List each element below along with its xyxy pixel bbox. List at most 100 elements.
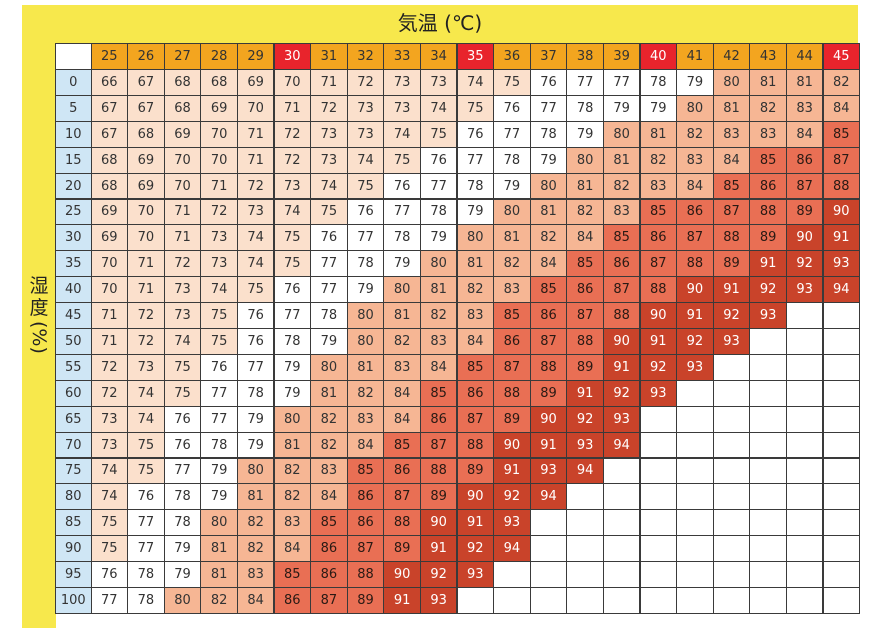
heatmap-cell: 74 [200, 276, 238, 304]
heatmap-cell: 82 [273, 483, 312, 511]
empty-cell [529, 509, 568, 537]
column-header: 38 [566, 43, 604, 70]
heatmap-cell: 77 [127, 535, 165, 563]
empty-cell [529, 587, 568, 614]
heatmap-cell: 79 [273, 379, 312, 407]
heatmap-cell: 69 [200, 94, 238, 122]
heatmap-cell: 87 [456, 405, 495, 433]
heatmap-cell: 86 [493, 328, 531, 355]
heatmap-cell: 79 [163, 561, 202, 588]
heatmap-cell: 67 [90, 94, 129, 122]
heatmap-cell: 89 [712, 250, 751, 278]
side-bar [22, 43, 56, 628]
empty-cell [602, 509, 641, 537]
empty-cell [785, 483, 824, 511]
heatmap-cell: 84 [456, 328, 495, 355]
heatmap-cell: 83 [310, 457, 348, 485]
empty-cell [749, 509, 787, 537]
heatmap-cell: 75 [419, 120, 458, 148]
heatmap-cell: 73 [236, 198, 275, 226]
heatmap-cell: 85 [456, 353, 495, 381]
column-header: 31 [310, 43, 348, 70]
heatmap-cell: 78 [346, 250, 385, 278]
empty-cell [749, 587, 787, 614]
empty-cell [749, 483, 787, 511]
heatmap-cell: 84 [676, 172, 714, 200]
heatmap-cell: 80 [676, 94, 714, 122]
heatmap-cell: 72 [90, 353, 129, 381]
heatmap-cell: 79 [639, 94, 678, 122]
heatmap-cell: 91 [639, 328, 678, 355]
heatmap-cell: 88 [419, 457, 458, 485]
heatmap-cell: 79 [310, 328, 348, 355]
heatmap-cell: 76 [236, 302, 275, 329]
empty-cell [529, 535, 568, 563]
empty-cell [712, 561, 751, 588]
row-header: 70 [55, 431, 92, 459]
heatmap-cell: 70 [90, 250, 129, 278]
empty-cell [785, 561, 824, 588]
heatmap-cell: 86 [529, 302, 568, 329]
empty-cell [639, 431, 678, 459]
empty-cell [712, 509, 751, 537]
heatmap-cell: 86 [785, 146, 824, 174]
heatmap-cell: 82 [639, 146, 678, 174]
empty-cell [529, 561, 568, 588]
empty-cell [785, 535, 824, 563]
corner-cell [55, 43, 92, 70]
heatmap-cell: 66 [90, 69, 129, 96]
heatmap-cell: 88 [712, 224, 751, 252]
column-header: 37 [529, 43, 568, 70]
heatmap-cell: 75 [90, 509, 129, 537]
heatmap-cell: 73 [383, 69, 421, 96]
heatmap-cell: 87 [602, 276, 641, 304]
heatmap-cell: 81 [200, 561, 238, 588]
y-axis-label-char: 湿 [29, 275, 49, 297]
heatmap-cell: 93 [566, 431, 604, 459]
heatmap-cell: 94 [566, 457, 604, 485]
heatmap-cell: 85 [602, 224, 641, 252]
row-header: 45 [55, 302, 92, 329]
heatmap-cell: 78 [419, 198, 458, 226]
heatmap-cell: 74 [310, 172, 348, 200]
heatmap-cell: 94 [493, 535, 531, 563]
empty-cell [676, 587, 714, 614]
heatmap-cell: 83 [749, 120, 787, 148]
heatmap-cell: 93 [639, 379, 678, 407]
heatmap-cell: 84 [419, 353, 458, 381]
heatmap-cell: 80 [273, 405, 312, 433]
heatmap-cell: 67 [127, 69, 165, 96]
heatmap-cell: 91 [566, 379, 604, 407]
row-header: 0 [55, 69, 92, 96]
heatmap-cell: 77 [200, 405, 238, 433]
heatmap-cell: 87 [493, 353, 531, 381]
heatmap-cell: 89 [383, 535, 421, 563]
row-header: 40 [55, 276, 92, 304]
heatmap-cell: 70 [127, 224, 165, 252]
heatmap-cell: 74 [163, 328, 202, 355]
heatmap-cell: 84 [383, 405, 421, 433]
heatmap-cell: 70 [273, 69, 312, 96]
empty-cell [602, 561, 641, 588]
heatmap-cell: 85 [310, 509, 348, 537]
heatmap-cell: 77 [163, 457, 202, 485]
heatmap-cell: 83 [676, 146, 714, 174]
heatmap-cell: 73 [163, 302, 202, 329]
heatmap-cell: 74 [90, 483, 129, 511]
heatmap-cell: 80 [383, 276, 421, 304]
heatmap-cell: 93 [712, 328, 751, 355]
heatmap-cell: 93 [785, 276, 824, 304]
empty-cell [493, 587, 531, 614]
column-header: 39 [602, 43, 641, 70]
empty-cell [676, 561, 714, 588]
heatmap-cell: 92 [712, 302, 751, 329]
row-header: 50 [55, 328, 92, 355]
heatmap-cell: 79 [200, 483, 238, 511]
empty-cell [749, 328, 787, 355]
heatmap-cell: 76 [383, 172, 421, 200]
heatmap-cell: 82 [529, 224, 568, 252]
heatmap-cell: 77 [383, 198, 421, 226]
empty-cell [639, 535, 678, 563]
empty-cell [712, 405, 751, 433]
heatmap-cell: 82 [456, 276, 495, 304]
